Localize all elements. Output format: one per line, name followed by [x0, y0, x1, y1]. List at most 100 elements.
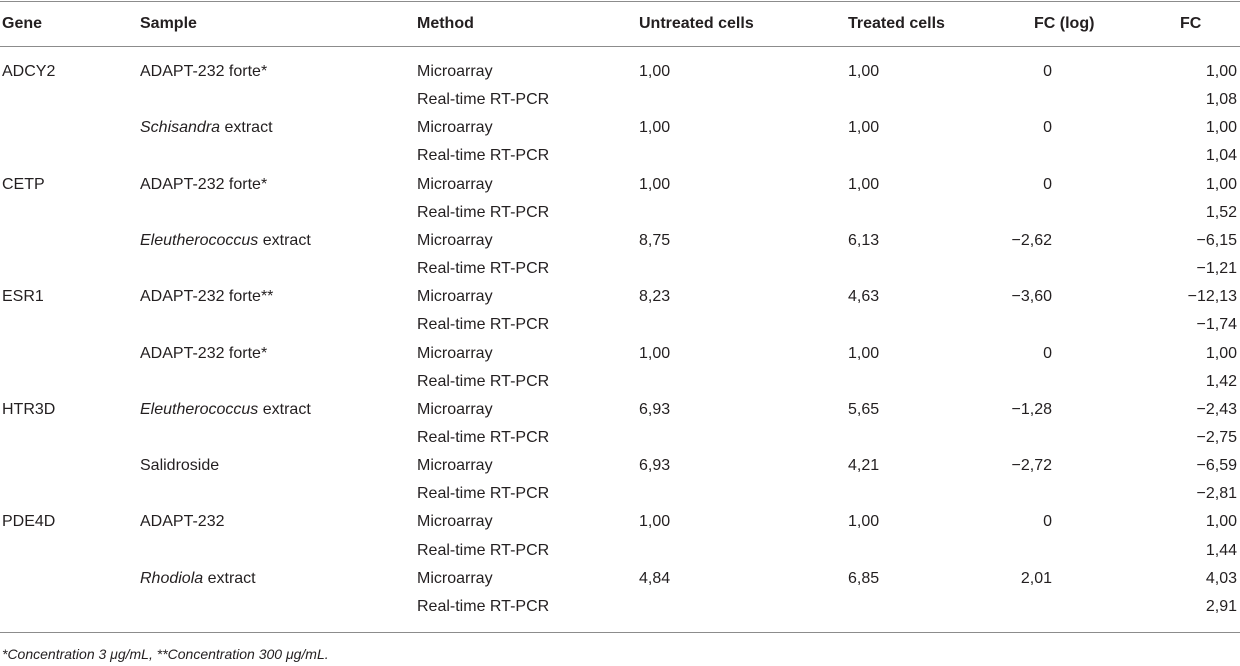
table-row: ADAPT-232 forte* Microarray 1,00 1,00 0 1,00	[0, 340, 1240, 368]
cell-method: Real-time RT-PCR	[417, 316, 550, 334]
table-row: ESR1 ADAPT-232 forte** Microarray 8,23 4,63 −…	[0, 283, 1240, 311]
cell-sample: Schisandra extract	[140, 114, 273, 142]
table-row: Real-time RT-PCR 2,91	[0, 593, 1240, 621]
table-row: ADCY2 ADAPT-232 forte* Microarray 1,00 1,00 0…	[0, 58, 1240, 86]
cell-fc-log: 0	[1043, 513, 1052, 531]
cell-sample-text: extract	[203, 569, 256, 587]
cell-method: Microarray	[417, 400, 493, 418]
cell-method: Real-time RT-PCR	[417, 541, 550, 559]
cell-fc-log: 0	[1043, 344, 1052, 362]
cell-sample: Eleutherococcus extract	[140, 227, 311, 255]
cell-treated: 4,21	[848, 457, 880, 475]
cell-method: Microarray	[417, 457, 493, 475]
cell-sample-text: extract	[258, 400, 311, 418]
table-row: Real-time RT-PCR 1,08	[0, 86, 1240, 114]
cell-fc: 1,42	[1205, 372, 1237, 390]
cell-method: Real-time RT-PCR	[417, 597, 550, 615]
table-row: Real-time RT-PCR 1,42	[0, 368, 1240, 396]
cell-fc: −6,59	[1196, 457, 1237, 475]
table-row: Real-time RT-PCR 1,52	[0, 199, 1240, 227]
header-fc: FC	[1180, 15, 1202, 32]
cell-fc: −2,75	[1196, 428, 1237, 446]
table-row: Real-time RT-PCR −1,74	[0, 311, 1240, 339]
cell-fc: 1,04	[1205, 147, 1237, 165]
header-gene: Gene	[2, 15, 43, 32]
cell-sample-text: ADAPT-232	[140, 513, 225, 531]
cell-fc-log: −1,28	[1011, 400, 1052, 418]
cell-sample-text: extract	[220, 119, 273, 137]
cell-sample-text: ADAPT-232 forte*	[140, 175, 268, 193]
cell-method: Real-time RT-PCR	[417, 260, 550, 278]
cell-method: Microarray	[417, 569, 493, 587]
cell-fc: −1,21	[1196, 260, 1237, 278]
cell-untreated: 1,00	[639, 513, 671, 531]
cell-sample-italic: Eleutherococcus	[140, 231, 259, 249]
cell-treated: 1,00	[848, 344, 880, 362]
cell-treated: 1,00	[848, 119, 880, 137]
header-untreated: Untreated cells	[639, 15, 754, 32]
cell-untreated: 1,00	[639, 175, 671, 193]
header-fc-log: FC (log)	[1034, 15, 1095, 32]
cell-method: Real-time RT-PCR	[417, 428, 550, 446]
table-row: Schisandra extract Microarray 1,00 1,00 0 1,0…	[0, 114, 1240, 142]
cell-treated: 5,65	[848, 400, 880, 418]
cell-treated: 1,00	[848, 513, 880, 531]
header-method: Method	[417, 15, 474, 32]
cell-treated: 4,63	[848, 288, 880, 306]
cell-sample: Rhodiola extract	[140, 565, 256, 593]
cell-sample-text: Salidroside	[140, 457, 220, 475]
cell-method: Microarray	[417, 288, 493, 306]
cell-fc-log: 0	[1043, 175, 1052, 193]
cell-untreated: 1,00	[639, 63, 671, 80]
cell-method: Microarray	[417, 344, 493, 362]
table-row: Eleutherococcus extract Microarray 8,75 6,1…	[0, 227, 1240, 255]
cell-fc: 1,00	[1205, 175, 1237, 193]
table-row: Real-time RT-PCR 1,04	[0, 142, 1240, 170]
bottom-rule	[0, 632, 1240, 633]
cell-sample: ADAPT-232 forte*	[140, 340, 267, 368]
table-row: Salidroside Microarray 6,93 4,21 −2,72 −6,59	[0, 452, 1240, 480]
cell-fc: 1,00	[1205, 63, 1237, 80]
table-row: PDE4D ADAPT-232 Microarray 1,00 1,00 0 1,00	[0, 508, 1240, 536]
cell-gene: PDE4D	[2, 513, 56, 531]
cell-sample: Eleutherococcus extract	[140, 396, 311, 424]
cell-untreated: 6,93	[639, 457, 671, 475]
header-sample: Sample	[140, 15, 197, 32]
table-row: Rhodiola extract Microarray 4,84 6,85 2,01 4,…	[0, 565, 1240, 593]
cell-sample-text: ADAPT-232 forte**	[140, 288, 274, 306]
cell-fc-log: −3,60	[1011, 288, 1052, 306]
cell-fc: 1,52	[1205, 203, 1237, 221]
cell-untreated: 1,00	[639, 119, 671, 137]
cell-fc: 1,00	[1205, 344, 1237, 362]
table-row: Real-time RT-PCR −1,21	[0, 255, 1240, 283]
header-treated: Treated cells	[848, 15, 945, 32]
cell-fc-log: −2,72	[1011, 457, 1052, 475]
cell-untreated: 1,00	[639, 344, 671, 362]
cell-treated: 1,00	[848, 175, 880, 193]
cell-method: Microarray	[417, 231, 493, 249]
cell-untreated: 4,84	[639, 569, 671, 587]
cell-untreated: 8,75	[639, 231, 671, 249]
cell-sample-italic: Eleutherococcus	[140, 400, 259, 418]
cell-fc: −1,74	[1196, 316, 1237, 334]
cell-treated: 6,13	[848, 231, 880, 249]
cell-gene: ESR1	[2, 288, 44, 306]
table-row: Real-time RT-PCR −2,75	[0, 424, 1240, 452]
table-row: CETP ADAPT-232 forte* Microarray 1,00 1,00 0 1…	[0, 171, 1240, 199]
cell-untreated: 6,93	[639, 400, 671, 418]
cell-sample-text: ADAPT-232 forte*	[140, 63, 268, 80]
cell-gene: HTR3D	[2, 400, 56, 418]
table-row: Real-time RT-PCR −2,81	[0, 480, 1240, 508]
cell-fc: 1,44	[1205, 541, 1237, 559]
cell-sample: ADAPT-232 forte**	[140, 283, 273, 311]
cell-fc: 4,03	[1205, 569, 1237, 587]
cell-sample-text: extract	[258, 231, 311, 249]
cell-fc: −12,13	[1187, 288, 1237, 306]
cell-method: Real-time RT-PCR	[417, 147, 550, 165]
cell-method: Microarray	[417, 119, 493, 137]
cell-fc: −2,81	[1196, 485, 1237, 503]
cell-fc: 1,00	[1205, 119, 1237, 137]
cell-method: Real-time RT-PCR	[417, 485, 550, 503]
table-row: Real-time RT-PCR 1,44	[0, 537, 1240, 565]
cell-gene: CETP	[2, 175, 45, 193]
